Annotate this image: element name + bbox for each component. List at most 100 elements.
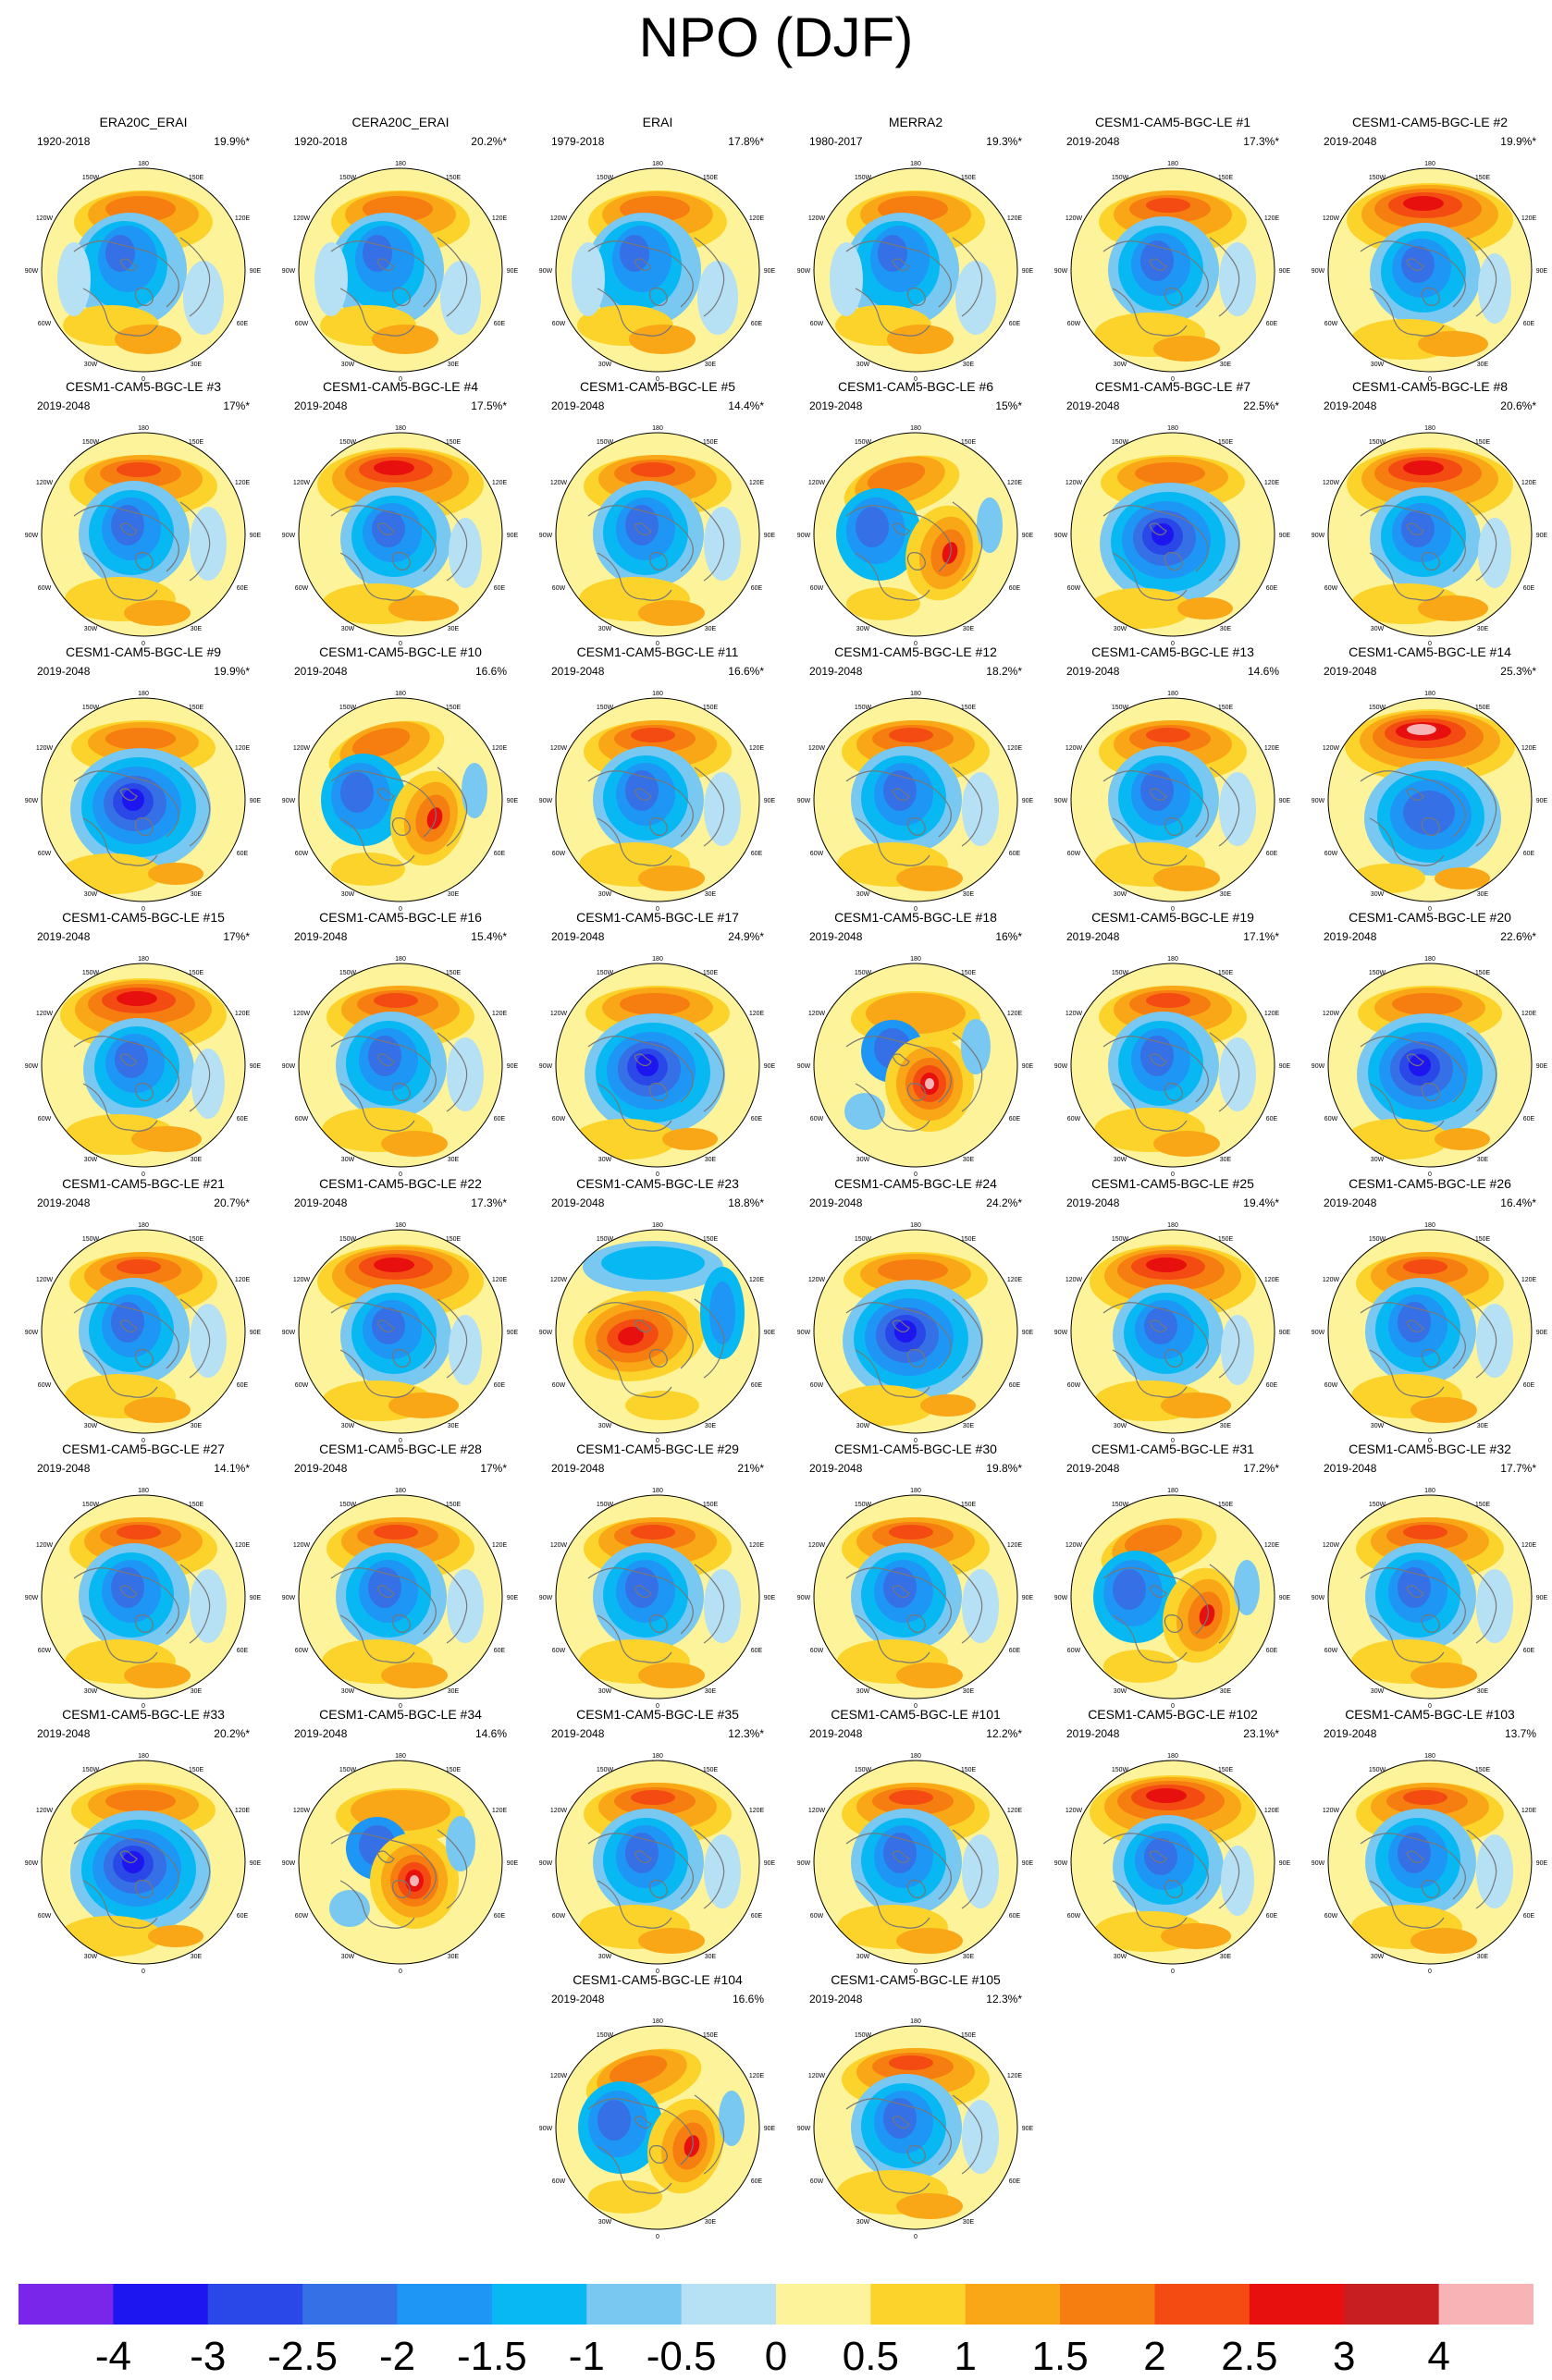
longitude-label: 0 — [1171, 1703, 1175, 1710]
coastline — [1421, 1349, 1440, 1368]
longitude-label: 150W — [1112, 175, 1129, 181]
anomaly-contour — [388, 1392, 459, 1418]
longitude-label: 150E — [189, 970, 204, 976]
map-panel: CESM1-CAM5-BGC-LE #20 2019-2048 22.6%* 180 1… — [1305, 910, 1552, 1178]
panel-years: 2019-2048 — [809, 1993, 863, 2006]
longitude-label: 90W — [539, 1330, 553, 1336]
longitude-label: 150E — [446, 439, 462, 446]
longitude-label: 180 — [1167, 425, 1178, 432]
longitude-label: 30W — [341, 1688, 355, 1695]
longitude-label: 120E — [235, 1011, 251, 1017]
longitude-label: 120W — [1323, 480, 1340, 486]
map-panel: CESM1-CAM5-BGC-LE #11 2019-2048 16.6%* 180 1… — [533, 644, 782, 913]
longitude-label: 90E — [1279, 533, 1291, 539]
anomaly-contour — [340, 772, 374, 813]
panel-years: 2019-2048 — [1324, 665, 1377, 678]
longitude-label: 120W — [550, 1808, 568, 1814]
longitude-label: 180 — [138, 1222, 149, 1229]
anomaly-contour — [1153, 336, 1220, 362]
longitude-label: 180 — [910, 1488, 921, 1494]
longitude-label: 180 — [1167, 161, 1178, 167]
anomaly-contour — [601, 1246, 705, 1280]
longitude-label: 120E — [1521, 215, 1537, 222]
longitude-label: 180 — [1424, 161, 1435, 167]
polar-map: 180 150W 150E 120W 120E 90W 90E 60W 60E 30W 30E 0 — [1312, 956, 1548, 1178]
longitude-label: 120W — [293, 480, 311, 486]
anomaly-contour — [1403, 791, 1455, 835]
longitude-label: 180 — [910, 691, 921, 697]
coastline — [1164, 288, 1183, 306]
longitude-label: 120W — [1065, 480, 1083, 486]
longitude-label: 120E — [749, 215, 765, 222]
colorbar-tick-label: 4 — [1427, 2334, 1450, 2379]
longitude-label: 30W — [1371, 1157, 1385, 1163]
map-border — [555, 963, 760, 1168]
longitude-label: 30W — [598, 626, 612, 632]
map-border — [555, 2025, 760, 2230]
longitude-label: 60E — [1523, 585, 1535, 592]
coastline — [1360, 770, 1466, 838]
coastline — [648, 1083, 668, 1101]
map-border — [41, 432, 246, 637]
coastline — [1406, 788, 1424, 802]
longitude-label: 0 — [914, 906, 918, 913]
longitude-label: 150E — [1475, 1502, 1491, 1508]
longitude-label: 120W — [36, 745, 54, 752]
coastline — [587, 2098, 694, 2165]
coastline — [179, 1032, 211, 1112]
coastline — [892, 1585, 910, 1599]
longitude-label: 90E — [507, 1063, 519, 1070]
longitude-label: 150W — [339, 1236, 357, 1243]
longitude-label: 60W — [295, 1913, 309, 1920]
polar-map: 180 150W 150E 120W 120E 90W 90E 60W 60E 30W 30E 0 — [25, 425, 262, 647]
coastline — [694, 237, 725, 317]
longitude-label: 90W — [797, 1330, 811, 1336]
map-panel: CESM1-CAM5-BGC-LE #31 2019-2048 17.2%* 180 1… — [1048, 1441, 1298, 1710]
map-border — [555, 167, 760, 373]
longitude-label: 150E — [446, 1236, 462, 1243]
longitude-label: 90W — [1312, 1063, 1325, 1070]
longitude-label: 90E — [1536, 1330, 1548, 1336]
anomaly-contour — [1146, 1788, 1187, 1803]
panel-variance: 14.6% — [1247, 665, 1279, 678]
longitude-label: 120E — [235, 1277, 251, 1283]
coastline — [82, 1083, 158, 1132]
longitude-label: 30E — [963, 626, 975, 632]
longitude-label: 150E — [189, 1767, 204, 1773]
anomaly-contour — [190, 1304, 227, 1378]
longitude-label: 60W — [1324, 851, 1338, 857]
longitude-label: 150W — [597, 175, 614, 181]
panel-title: CESM1-CAM5-BGC-LE #30 — [834, 1441, 997, 1456]
anomaly-contour — [1418, 595, 1488, 621]
coastline — [1164, 1349, 1183, 1368]
panel-years: 2019-2048 — [37, 1462, 91, 1475]
polar-map: 180 150W 150E 120W 120E 90W 90E 60W 60E 30W 30E 0 — [282, 691, 519, 913]
map-border — [298, 963, 503, 1168]
longitude-label: 0 — [399, 1703, 402, 1710]
coastline — [1369, 1083, 1445, 1132]
longitude-label: 150W — [1112, 705, 1129, 711]
longitude-label: 30W — [1371, 891, 1385, 898]
longitude-label: 90E — [250, 1063, 262, 1070]
panel-years: 2019-2048 — [37, 399, 91, 412]
map-border — [298, 697, 503, 902]
coastline — [119, 1850, 138, 1864]
coastline — [845, 2098, 952, 2165]
coastline — [339, 552, 415, 601]
map-panel: CESM1-CAM5-BGC-LE #13 2019-2048 14.6% 180 15… — [1048, 644, 1298, 913]
anomaly-contour — [1089, 588, 1192, 629]
coastline — [1360, 1302, 1466, 1369]
coastline — [82, 288, 158, 337]
coastline — [376, 788, 395, 802]
longitude-label: 180 — [1424, 691, 1435, 697]
map-border — [1327, 963, 1533, 1168]
longitude-label: 150W — [855, 1502, 872, 1508]
panel-title: CESM1-CAM5-BGC-LE #27 — [62, 1441, 225, 1456]
panel-variance: 17.8%* — [728, 135, 764, 148]
coastline — [1360, 240, 1466, 308]
longitude-label: 150E — [1218, 1502, 1234, 1508]
longitude-label: 120W — [1323, 745, 1340, 752]
panel-years: 2019-2048 — [551, 1727, 605, 1740]
polar-map: 180 150W 150E 120W 120E 90W 90E 60W 60E 30W 30E 0 — [25, 1222, 262, 1444]
coastline — [179, 1564, 211, 1644]
